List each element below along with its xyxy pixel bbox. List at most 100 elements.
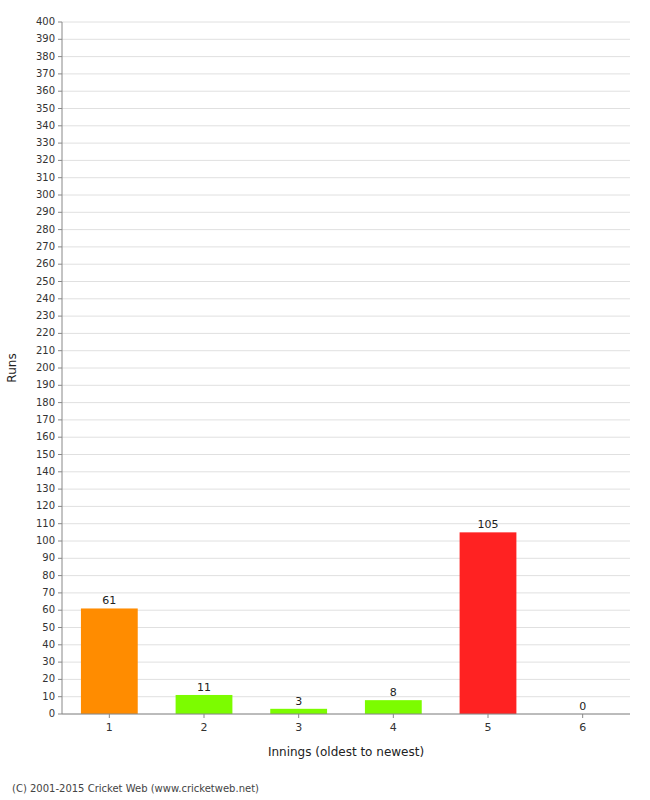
y-tick [58,73,62,74]
y-tick-label: 20 [42,673,55,684]
y-tick-label: 340 [36,120,55,131]
y-tick-label: 220 [36,327,55,338]
data-label: 105 [478,518,499,531]
y-tick [58,108,62,109]
y-tick [58,437,62,438]
grid-line [62,316,630,317]
y-tick-label: 0 [49,708,55,719]
y-tick [58,264,62,265]
grid-line [62,177,630,178]
x-axis-line [62,714,630,715]
data-label: 11 [197,681,211,694]
x-tick-label: 1 [106,721,113,734]
bars [81,532,516,714]
y-tick [58,644,62,645]
y-tick-label: 190 [36,379,55,390]
grid-line [62,39,630,40]
y-tick-label: 390 [36,33,55,44]
y-tick-label: 30 [42,656,55,667]
y-tick-label: 180 [36,397,55,408]
x-tick [393,714,394,718]
bar [460,532,517,714]
y-tick [58,558,62,559]
y-tick-label: 120 [36,500,55,511]
grid-line [62,229,630,230]
y-tick [58,541,62,542]
x-axis: 123456 [106,714,586,734]
grid-line [62,696,630,697]
y-tick [58,610,62,611]
grid-line [62,246,630,247]
bar [81,608,138,714]
y-tick [58,523,62,524]
grid-line [62,662,630,663]
y-tick [58,402,62,403]
grid-line [62,73,630,74]
x-tick [298,714,299,718]
y-tick [58,333,62,334]
y-tick-label: 270 [36,241,55,252]
data-label: 3 [295,695,302,708]
y-tick [58,91,62,92]
y-tick [58,454,62,455]
grid-line [62,368,630,369]
y-tick [58,281,62,282]
x-axis-title: Innings (oldest to newest) [268,745,424,759]
y-tick-label: 310 [36,172,55,183]
grid-line [62,644,630,645]
y-tick [58,22,62,23]
grid-line [62,454,630,455]
y-tick [58,160,62,161]
grid-line [62,506,630,507]
y-tick-label: 150 [36,449,55,460]
x-tick-label: 2 [201,721,208,734]
grid-line [62,350,630,351]
y-tick [58,229,62,230]
y-tick-label: 60 [42,604,55,615]
y-tick-label: 200 [36,362,55,373]
grid-line [62,298,630,299]
x-tick-label: 3 [295,721,302,734]
y-tick [58,246,62,247]
grid-line [62,419,630,420]
bar [270,709,327,714]
x-tick [204,714,205,718]
y-tick [58,592,62,593]
y-tick-label: 70 [42,587,55,598]
grid-line [62,489,630,490]
y-tick-label: 80 [42,570,55,581]
grid-line [62,402,630,403]
y-tick [58,195,62,196]
y-tick-label: 280 [36,224,55,235]
grid-line [62,212,630,213]
y-tick-label: 380 [36,51,55,62]
data-label: 0 [579,700,586,713]
y-tick-label: 40 [42,639,55,650]
grid-line [62,541,630,542]
x-tick-label: 4 [390,721,397,734]
chart-container: 0102030405060708090100110120130140150160… [0,0,650,800]
y-tick-label: 170 [36,414,55,425]
grid-line [62,610,630,611]
grid-line [62,575,630,576]
y-axis-title: Runs [5,353,19,382]
y-tick-label: 360 [36,85,55,96]
y-tick-label: 210 [36,345,55,356]
y-tick-label: 230 [36,310,55,321]
grid-line [62,108,630,109]
y-tick-label: 370 [36,68,55,79]
grid-line [62,437,630,438]
grid-line [62,333,630,334]
y-tick-label: 110 [36,518,55,529]
y-tick-label: 50 [42,622,55,633]
x-tick-label: 6 [579,721,586,734]
page: {"chart_data": {"type": "bar", "xlabel":… [0,0,650,800]
grid-line [62,558,630,559]
y-tick-label: 350 [36,103,55,114]
y-tick-label: 240 [36,293,55,304]
y-tick-label: 90 [42,552,55,563]
grid-line [62,385,630,386]
grid-line [62,264,630,265]
y-tick [58,385,62,386]
grid-line [62,592,630,593]
